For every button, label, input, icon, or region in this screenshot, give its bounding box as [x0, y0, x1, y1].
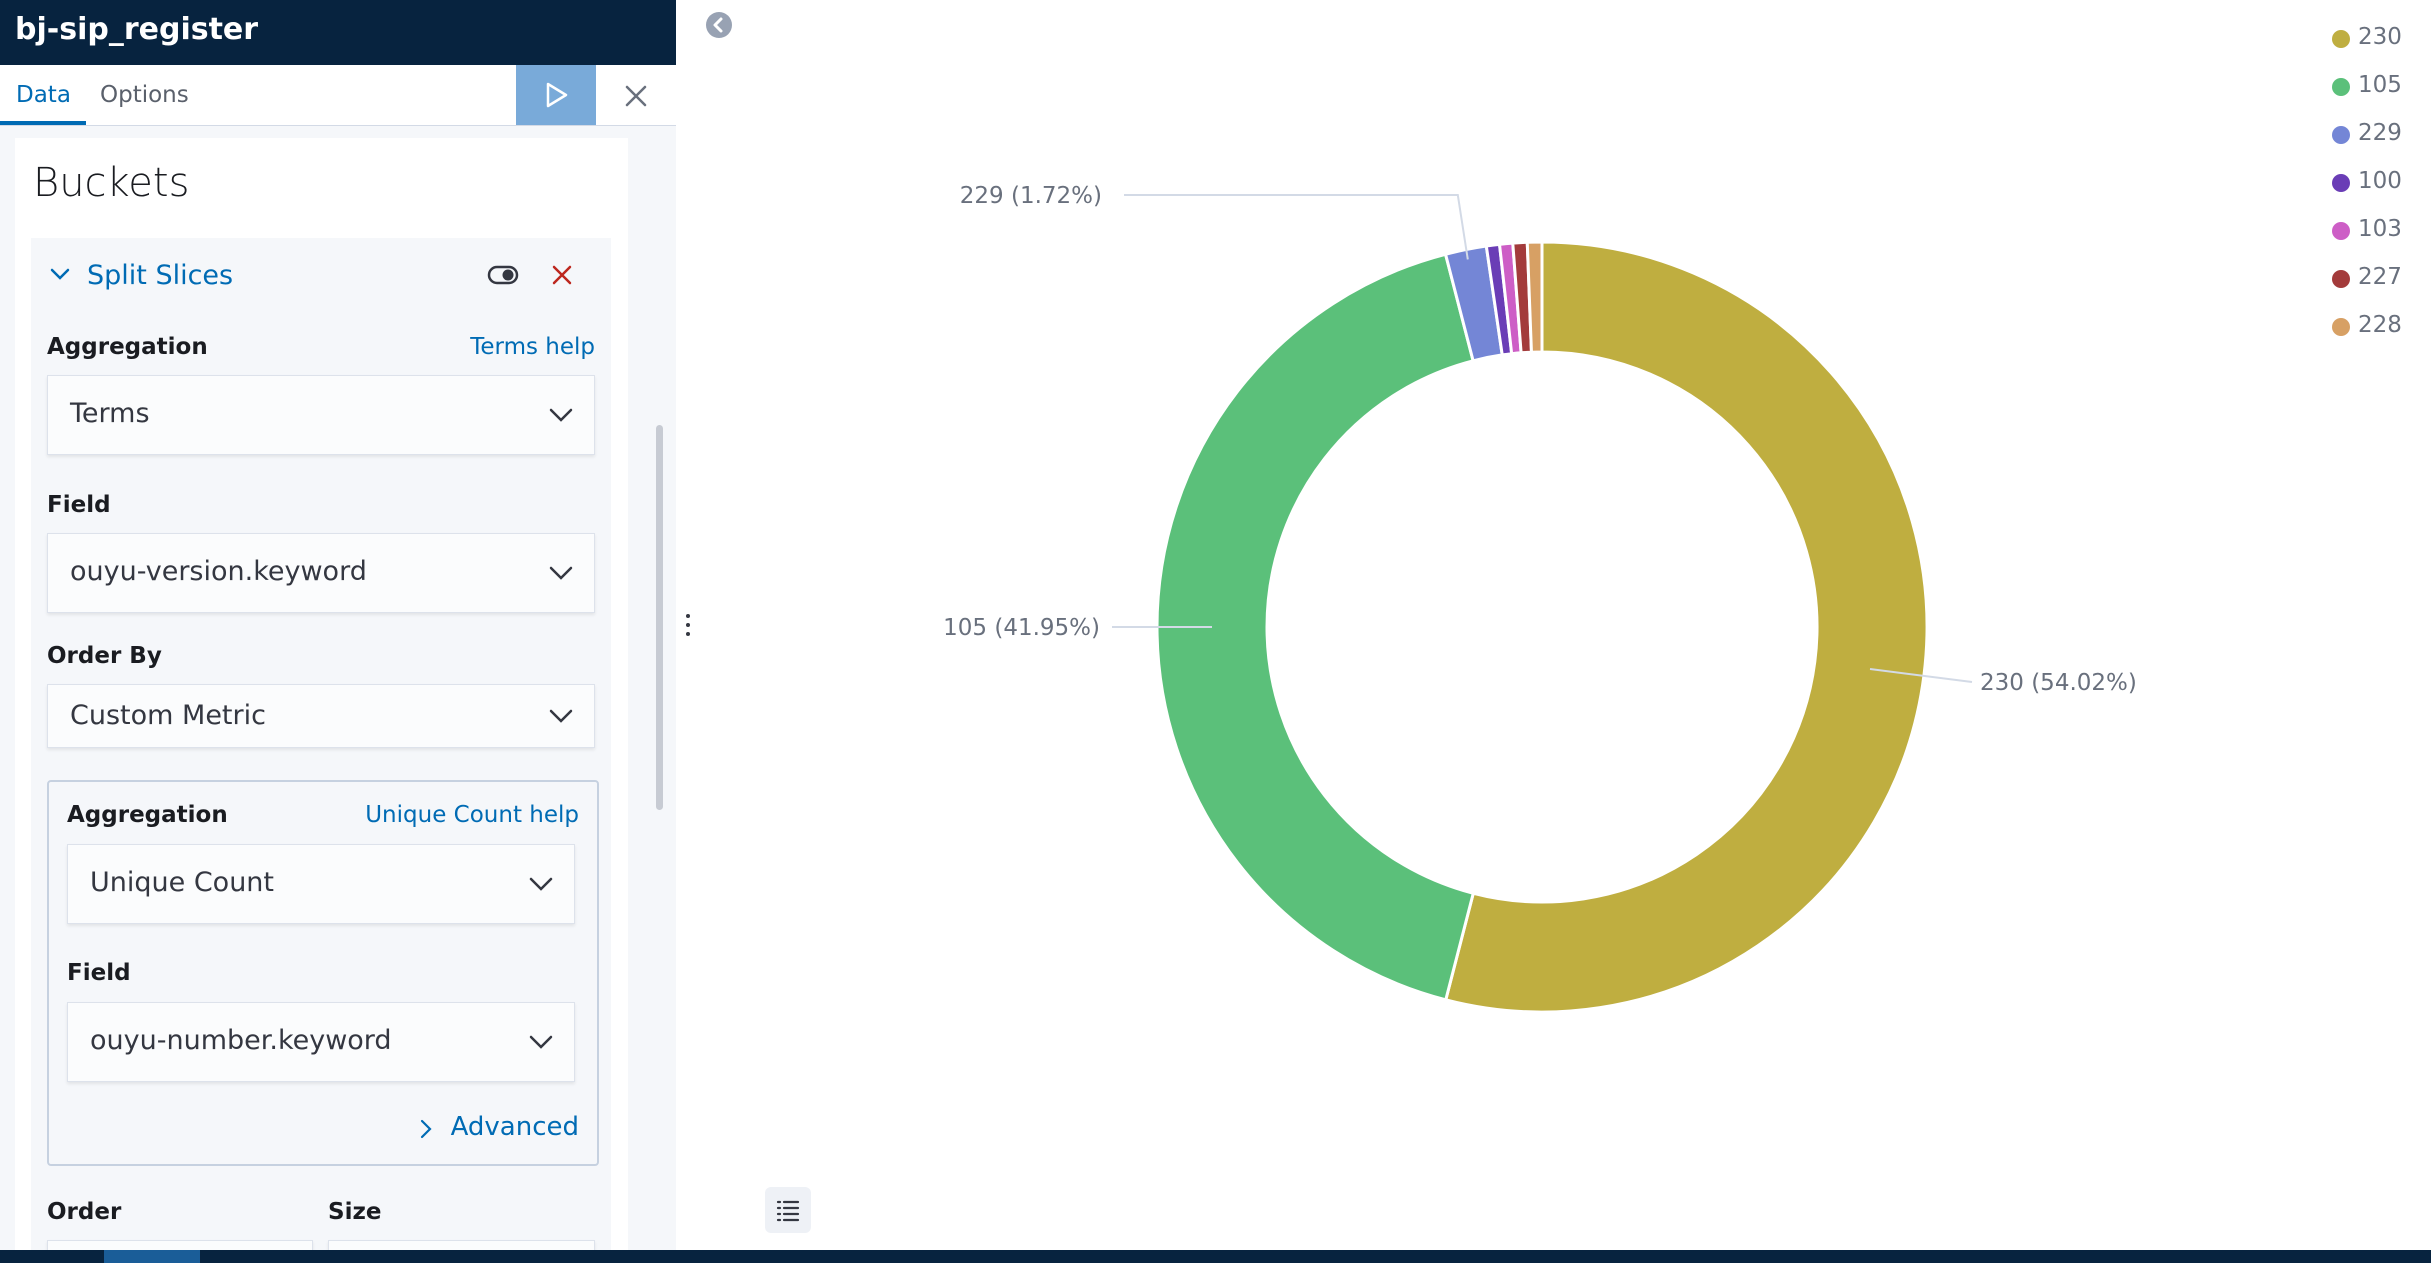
legend-item-228[interactable]: 228	[2330, 310, 2430, 340]
chart-area	[746, 0, 2431, 1250]
resize-handle[interactable]	[683, 612, 693, 638]
tab-data[interactable]: Data	[16, 82, 71, 108]
chevron-right-icon[interactable]	[419, 1118, 433, 1140]
bottom-bar-highlight	[104, 1250, 200, 1263]
chevron-down-icon	[549, 566, 573, 580]
legend-dot-icon	[2332, 222, 2350, 240]
legend-item-230[interactable]: 230	[2330, 22, 2430, 52]
custom-metric-box: Aggregation Unique Count help Unique Cou…	[47, 780, 599, 1166]
metric-aggregation-value: Unique Count	[90, 867, 275, 898]
chevron-down-icon	[549, 408, 573, 422]
metric-aggregation-select[interactable]: Unique Count	[67, 844, 575, 924]
slice-label-105: 105 (41.95%)	[943, 615, 1100, 641]
legend-dot-icon	[2332, 174, 2350, 192]
legend-item-103[interactable]: 103	[2330, 214, 2430, 244]
legend-item-105[interactable]: 105	[2330, 70, 2430, 100]
legend-dot-icon	[2332, 126, 2350, 144]
remove-icon[interactable]	[549, 262, 575, 288]
title-bar: bj-sip_register	[0, 0, 676, 65]
slice-228[interactable]	[1525, 240, 1544, 354]
apply-changes-button[interactable]	[516, 65, 596, 125]
field-select[interactable]: ouyu-version.keyword	[47, 533, 595, 613]
toggle-icon[interactable]	[487, 264, 519, 286]
tab-options[interactable]: Options	[100, 82, 189, 108]
legend-dot-icon	[2332, 30, 2350, 48]
visualization-title: bj-sip_register	[15, 12, 259, 47]
metric-field-select[interactable]: ouyu-number.keyword	[67, 1002, 575, 1082]
slice-230[interactable]	[1443, 240, 1929, 1014]
legend-item-229[interactable]: 229	[2330, 118, 2430, 148]
slice-105[interactable]	[1155, 252, 1476, 1002]
advanced-toggle[interactable]: Advanced	[450, 1112, 579, 1142]
bottom-bar	[0, 1250, 2431, 1263]
legend-label: 103	[2358, 216, 2402, 242]
unique-count-help-link[interactable]: Unique Count help	[365, 802, 579, 828]
chevron-down-icon[interactable]	[49, 266, 71, 282]
metric-aggregation-label: Aggregation	[67, 802, 228, 828]
legend-label: 227	[2358, 264, 2402, 290]
split-slices-box: Split Slices Aggregation Terms help Term…	[31, 238, 611, 1250]
aggregation-value: Terms	[70, 398, 150, 429]
legend-toggle-icon[interactable]	[765, 1187, 811, 1233]
legend-label: 228	[2358, 312, 2402, 338]
chevron-down-icon	[529, 1035, 553, 1049]
legend-label: 105	[2358, 72, 2402, 98]
order-label: Order	[47, 1199, 122, 1225]
legend-item-227[interactable]: 227	[2330, 262, 2430, 292]
order-select[interactable]	[47, 1240, 313, 1250]
field-value: ouyu-version.keyword	[70, 556, 367, 587]
legend-dot-icon	[2332, 78, 2350, 96]
legend-item-100[interactable]: 100	[2330, 166, 2430, 196]
play-icon	[546, 82, 568, 108]
chevron-down-icon	[529, 877, 553, 891]
order-by-value: Custom Metric	[70, 700, 266, 731]
section-title: Buckets	[33, 160, 190, 206]
legend-label: 100	[2358, 168, 2402, 194]
legend-dot-icon	[2332, 270, 2350, 288]
active-tab-indicator	[0, 121, 86, 125]
donut-chart: 230 (54.02%) 105 (41.95%) 229 (1.72%)	[943, 183, 2137, 1014]
editor-panel: bj-sip_register Data Options Buckets Spl…	[0, 0, 676, 1250]
buckets-card: Buckets Split Slices Aggregation Terms h…	[15, 138, 628, 1250]
metric-field-label: Field	[67, 960, 131, 986]
order-by-label: Order By	[47, 643, 162, 669]
split-slices-title[interactable]: Split Slices	[87, 260, 234, 291]
close-icon[interactable]	[620, 80, 652, 112]
slice-label-230: 230 (54.02%)	[1980, 670, 2137, 696]
terms-help-link[interactable]: Terms help	[470, 334, 595, 360]
legend-label: 230	[2358, 24, 2402, 50]
label-leader-line	[1124, 194, 1469, 260]
metric-field-value: ouyu-number.keyword	[90, 1025, 392, 1056]
legend-label: 229	[2358, 120, 2402, 146]
order-by-select[interactable]: Custom Metric	[47, 684, 595, 748]
split-slices-header: Split Slices	[31, 238, 611, 312]
label-leader-line	[1869, 668, 1973, 683]
aggregation-label: Aggregation	[47, 334, 208, 360]
scrollbar[interactable]	[656, 425, 663, 810]
slice-label-229: 229 (1.72%)	[960, 183, 1102, 209]
legend-dot-icon	[2332, 318, 2350, 336]
aggregation-select[interactable]: Terms	[47, 375, 595, 455]
size-input[interactable]	[328, 1240, 595, 1250]
field-label: Field	[47, 492, 111, 518]
collapse-sidebar-icon[interactable]	[704, 10, 734, 40]
size-label: Size	[328, 1199, 382, 1225]
chevron-down-icon	[549, 709, 573, 723]
